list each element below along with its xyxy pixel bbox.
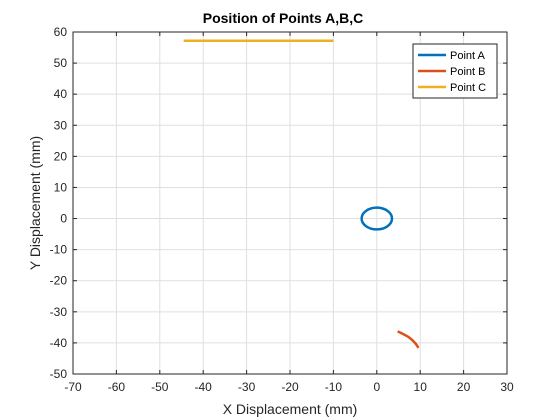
chart-title: Position of Points A,B,C: [203, 10, 363, 26]
y-tick-label: 50: [54, 56, 68, 70]
y-tick-label: -20: [50, 274, 68, 288]
y-tick-label: 40: [54, 87, 68, 101]
axis-ticks: -70 -60 -50 -40 -30 -20 -10 0 10 20 30 -50 -40 -30 -20…: [50, 25, 514, 394]
y-tick-label: 30: [54, 118, 68, 132]
y-tick-label: 60: [54, 25, 68, 39]
x-tick-label: -10: [325, 380, 343, 394]
y-tick-label: -10: [50, 243, 68, 257]
series-line-point-b: [397, 330, 420, 349]
y-tick-label: -50: [50, 367, 68, 381]
x-tick-label: 10: [414, 380, 428, 394]
legend: Point A Point B Point C: [412, 43, 498, 99]
legend-entry-label: Point C: [450, 82, 486, 94]
legend-entry-label: Point A: [450, 50, 486, 62]
y-tick-label: 0: [60, 212, 67, 226]
x-tick-label: -50: [151, 380, 169, 394]
y-tick-label: 10: [54, 180, 68, 194]
x-tick-label: -70: [64, 380, 82, 394]
x-tick-label: 20: [457, 380, 471, 394]
x-tick-label: -30: [238, 380, 256, 394]
y-axis-label: Y Displacement (mm): [27, 136, 43, 270]
x-tick-label: -60: [108, 380, 126, 394]
series-group: [183, 39, 420, 349]
series-line-point-a: [360, 206, 394, 231]
y-tick-label: -30: [50, 305, 68, 319]
y-tick-label: -40: [50, 336, 68, 350]
x-tick-label: 30: [500, 380, 514, 394]
legend-entry-label: Point B: [450, 66, 485, 78]
x-axis-label: X Displacement (mm): [223, 401, 358, 417]
x-tick-label: -40: [195, 380, 213, 394]
x-tick-label: -20: [281, 380, 299, 394]
y-tick-label: 20: [54, 149, 68, 163]
x-tick-label: 0: [373, 380, 380, 394]
